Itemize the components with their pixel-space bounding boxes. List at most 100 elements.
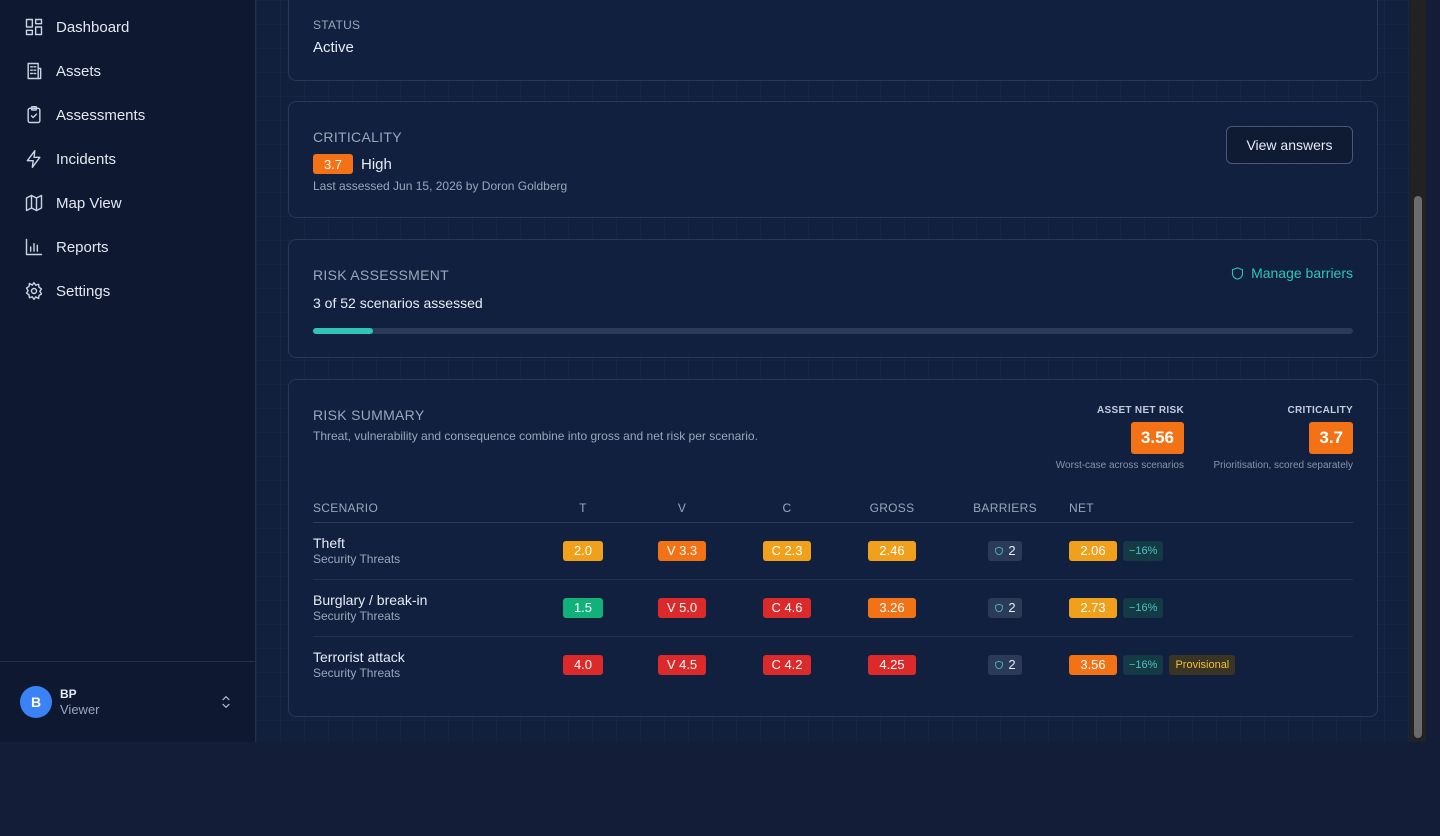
scenario-name: Terrorist attack xyxy=(313,648,405,665)
gross-badge: 3.26 xyxy=(868,597,916,618)
net-badge: 3.56 xyxy=(1069,654,1117,675)
gross-badge: 4.25 xyxy=(868,654,916,675)
scenario-category: Security Threats xyxy=(313,608,401,623)
nav-item-reports[interactable]: Reports xyxy=(0,227,255,267)
scenario-category: Security Threats xyxy=(313,665,401,680)
consequence-badge: C 4.2 xyxy=(763,654,811,675)
table-header-row: SCENARIO T V C GROSS BARRIERS NET xyxy=(313,494,1353,523)
vulnerability-badge: V 3.3 xyxy=(658,540,706,561)
risk-summary-card: RISK SUMMARY Threat, vulnerability and c… xyxy=(288,379,1378,717)
status-value: Active xyxy=(313,39,354,56)
criticality-level: High xyxy=(361,155,392,173)
criticality-score-badge: 3.7 xyxy=(313,154,353,174)
col-v[interactable]: V xyxy=(633,494,731,523)
status-label: STATUS xyxy=(313,18,361,32)
risk-assessment-card: RISK ASSESSMENT Manage barriers 3 of 52 … xyxy=(288,239,1378,358)
col-c[interactable]: C xyxy=(731,494,843,523)
shield-icon xyxy=(995,603,1004,612)
nav-label: Map View xyxy=(56,194,122,212)
nav-item-assessments[interactable]: Assessments xyxy=(0,95,255,135)
progress-text: 3 of 52 scenarios assessed xyxy=(313,295,483,311)
user-name: BP xyxy=(60,687,77,701)
criticality-kpi: CRITICALITY 3.7 Prioritisation, scored s… xyxy=(1213,405,1353,471)
barriers-badge[interactable]: 2 xyxy=(988,540,1022,561)
main-content: STATUS Active CRITICALITY 3.7 High Last … xyxy=(256,0,1410,742)
gear-icon xyxy=(25,281,43,301)
nav-label: Reports xyxy=(56,238,109,256)
risk-summary-label: RISK SUMMARY xyxy=(313,407,425,423)
risk-assessment-label: RISK ASSESSMENT xyxy=(313,267,449,283)
reduction-badge: −16% xyxy=(1123,540,1164,561)
table-row[interactable]: Terrorist attack Security Threats 4.0 V 4… xyxy=(313,636,1353,693)
scenario-category: Security Threats xyxy=(313,551,401,566)
app-window: Dashboard Assets Assessments Incidents M… xyxy=(0,0,1426,742)
shield-icon xyxy=(995,546,1004,555)
user-role: Viewer xyxy=(60,702,100,717)
net-badge: 2.73 xyxy=(1069,597,1117,618)
threat-badge: 4.0 xyxy=(563,654,603,675)
consequence-badge: C 2.3 xyxy=(763,540,811,561)
map-icon xyxy=(25,194,43,212)
nav-item-settings[interactable]: Settings xyxy=(0,271,255,311)
gross-badge: 2.46 xyxy=(868,540,916,561)
col-barriers[interactable]: BARRIERS xyxy=(941,494,1069,523)
provisional-badge: Provisional xyxy=(1169,654,1236,675)
sidebar: Dashboard Assets Assessments Incidents M… xyxy=(0,0,256,742)
scenario-name: Theft xyxy=(313,534,345,551)
nav-item-assets[interactable]: Assets xyxy=(0,51,255,91)
nav-label: Settings xyxy=(56,282,111,300)
nav-item-map-view[interactable]: Map View xyxy=(0,183,255,223)
risk-summary-description: Threat, vulnerability and consequence co… xyxy=(313,429,758,443)
col-scenario[interactable]: SCENARIO xyxy=(313,494,533,523)
user-menu[interactable]: B BP Viewer xyxy=(0,661,255,742)
net-badge: 2.06 xyxy=(1069,540,1117,561)
risk-summary-table: SCENARIO T V C GROSS BARRIERS NET Theft S… xyxy=(313,494,1353,693)
criticality-kpi-note: Prioritisation, scored separately xyxy=(1213,460,1353,471)
table-row[interactable]: Theft Security Threats 2.0 V 3.3 C 2.3 2.… xyxy=(313,522,1353,580)
criticality-kpi-label: CRITICALITY xyxy=(1287,405,1353,416)
criticality-label: CRITICALITY xyxy=(313,129,402,145)
shield-icon xyxy=(1232,266,1244,280)
shield-icon xyxy=(995,660,1004,669)
table-row[interactable]: Burglary / break-in Security Threats 1.5 … xyxy=(313,579,1353,637)
reduction-badge: −16% xyxy=(1123,597,1164,618)
progress-fill xyxy=(313,328,373,334)
barriers-badge[interactable]: 2 xyxy=(988,597,1022,618)
criticality-card: CRITICALITY 3.7 High Last assessed Jun 1… xyxy=(288,101,1378,218)
nav-label: Incidents xyxy=(56,150,117,168)
nav-item-dashboard[interactable]: Dashboard xyxy=(0,7,255,47)
col-t[interactable]: T xyxy=(533,494,633,523)
asset-net-risk-label: ASSET NET RISK xyxy=(1097,405,1184,416)
vulnerability-badge: V 4.5 xyxy=(658,654,706,675)
manage-barriers-link[interactable]: Manage barriers xyxy=(1230,265,1353,281)
nav-label: Assets xyxy=(56,62,102,80)
barriers-badge[interactable]: 2 xyxy=(988,654,1022,675)
scenario-name: Burglary / break-in xyxy=(313,591,428,608)
avatar: B xyxy=(20,686,52,718)
nav-item-incidents[interactable]: Incidents xyxy=(0,139,255,179)
progress-bar xyxy=(313,328,1353,334)
view-answers-button[interactable]: View answers xyxy=(1226,126,1353,164)
chevrons-up-down-icon[interactable] xyxy=(218,694,234,710)
bar-chart-icon xyxy=(25,238,43,256)
barriers-count: 2 xyxy=(1008,600,1016,615)
building-icon xyxy=(27,62,42,80)
scrollbar[interactable] xyxy=(1410,0,1426,742)
col-net[interactable]: NET xyxy=(1069,494,1353,523)
threat-badge: 1.5 xyxy=(563,597,603,618)
nav-label: Assessments xyxy=(56,106,146,124)
reduction-badge: −16% xyxy=(1123,654,1164,675)
consequence-badge: C 4.6 xyxy=(763,597,811,618)
manage-barriers-label: Manage barriers xyxy=(1251,265,1353,281)
asset-net-risk-kpi: ASSET NET RISK 3.56 Worst-case across sc… xyxy=(1056,405,1184,471)
last-assessed-text: Last assessed Jun 15, 2026 by Doron Gold… xyxy=(313,179,568,193)
clipboard-check-icon xyxy=(27,105,41,124)
barriers-count: 2 xyxy=(1008,543,1016,558)
asset-net-risk-value: 3.56 xyxy=(1130,422,1184,454)
scrollbar-thumb[interactable] xyxy=(1414,196,1422,738)
col-gross[interactable]: GROSS xyxy=(843,494,941,523)
lightning-icon xyxy=(26,149,41,169)
barriers-count: 2 xyxy=(1008,657,1016,673)
nav-label: Dashboard xyxy=(56,18,130,36)
criticality-kpi-value: 3.7 xyxy=(1309,422,1353,454)
